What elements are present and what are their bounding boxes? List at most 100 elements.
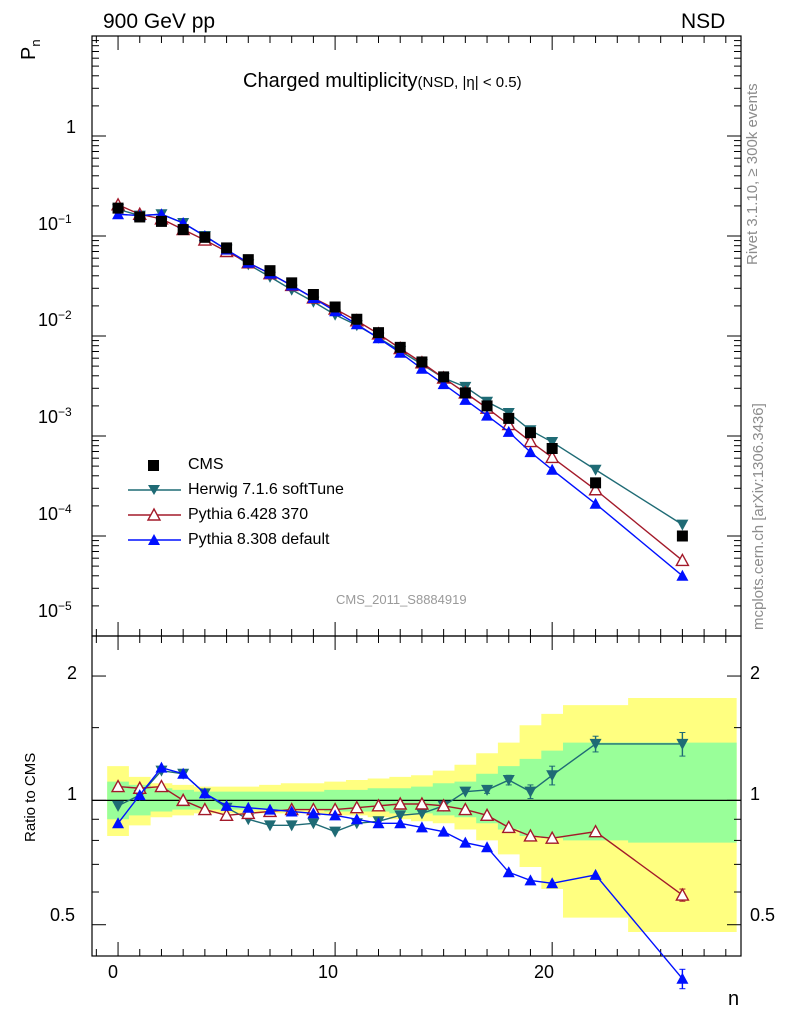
marker-triangle-down [676,519,689,531]
marker-square [155,215,167,227]
marker-square [590,477,602,489]
energy-label: 900 GeV pp [103,10,216,33]
marker-triangle-open [154,779,169,793]
marker-triangle-open [544,830,560,844]
marker-square [242,254,254,266]
ratio-tick-label-1-left: 1 [67,784,78,804]
marker-triangle-open [523,828,538,842]
legend: CMS Herwig 7.1.6 softTune Pythia 6.428 3… [126,453,386,553]
marker-triangle-down [589,464,602,476]
marker-triangle-up [437,378,450,390]
marker-triangle-open [675,887,690,901]
x-tick-label-0: 0 [108,962,119,982]
y-tick-base: 10 [38,310,59,330]
marker-triangle-open [414,796,430,810]
plot-title-main: Charged multiplicity [243,70,418,92]
y-tick-exponent: −2 [58,308,72,322]
y-tick-base: 10 [38,214,59,234]
marker-triangle-open [479,807,495,822]
marker-triangle-up [437,825,450,837]
legend-entry-pythia8: Pythia 8.308 default [126,528,386,553]
legend-entry-pythia6: Pythia 6.428 370 [126,503,386,528]
ratio-tick-label-0.5-right: 0.5 [750,905,776,925]
marker-triangle-up [350,813,363,825]
marker-triangle-open [436,798,451,812]
marker-triangle-open [393,796,408,810]
marker-triangle-up [459,836,472,848]
x-axis-label: n [728,988,740,1010]
marker-square [134,211,146,223]
marker-triangle-up [242,801,255,813]
x-tick-label-20: 20 [534,962,555,982]
y-axis-label-main-subscript: n [28,39,43,47]
marker-square [481,400,493,412]
marker-triangle-down [329,826,342,838]
marker-triangle-up [589,868,602,880]
marker-triangle-open [219,807,234,822]
marker-square [438,371,450,383]
y-tick-base: 10 [38,504,59,524]
marker-triangle-open [458,802,473,816]
ratio-tick-label-2-left: 2 [67,663,78,683]
marker-triangle-down [459,786,472,798]
marker-triangle-up [676,972,689,984]
marker-square [503,412,515,424]
plot-title-sub: (NSD, |η| < 0.5) [417,74,522,91]
legend-entry-cms: CMS [126,453,386,478]
data-series [110,197,690,990]
marker-triangle-up [220,799,233,811]
marker-triangle-up [546,463,559,475]
marker-triangle-up [285,805,298,817]
marker-triangle-down [524,786,537,798]
marker-square [112,202,124,214]
marker-square [199,231,211,243]
marker-square [524,427,536,439]
marker-triangle-up [415,821,428,833]
marker-triangle-down [415,808,428,820]
marker-square [351,313,363,325]
marker-triangle-open [349,800,364,814]
ratio-plot-frame [91,635,742,957]
y-tick-base: 10 [38,407,59,427]
marker-square [416,356,428,368]
marker-square [286,277,298,289]
marker-triangle-up [481,409,494,421]
marker-triangle-up [329,809,342,821]
marker-triangle-up [524,874,537,886]
marker-square [177,224,189,236]
y-tick-label-1: 1 [66,115,76,138]
marker-triangle-open [588,824,603,838]
y-axis-label-main: Pn [18,39,43,60]
axes-frames [91,35,742,957]
marker-triangle-up [676,569,689,581]
marker-triangle-open [501,819,516,834]
process-label: NSD [681,10,726,33]
marker-triangle-down [676,738,689,750]
y-tick-label-1e-3: 10−3 [38,405,72,428]
legend-label: CMS [188,456,224,473]
marker-square [676,530,688,542]
marker-triangle-up [177,767,190,779]
marker-triangle-open [241,805,256,820]
marker-triangle-up [372,817,385,829]
marker-triangle-up [415,362,428,374]
marker-square [394,341,406,353]
plot-title: Charged multiplicity(NSD, |η| < 0.5) [243,70,522,93]
legend-label: Pythia 8.308 default [188,531,330,548]
marker-triangle-up [155,761,168,773]
ratio-tick-label-2-right: 2 [750,663,761,683]
marker-triangle-up [502,425,515,437]
legend-label: Herwig 7.1.6 softTune [188,481,344,498]
marker-triangle-up [481,841,494,853]
marker-triangle-up [394,817,407,829]
marker-square [264,265,276,277]
legend-marker-triangle-down [148,485,160,495]
marker-triangle-open [588,482,603,496]
marker-triangle-down [394,810,407,822]
marker-triangle-down [502,775,515,787]
marker-triangle-down [112,800,125,812]
marker-triangle-down [481,784,494,796]
y-tick-label-1e-5: 10−5 [38,599,72,622]
y-axis-label-main-symbol: P [18,46,40,60]
